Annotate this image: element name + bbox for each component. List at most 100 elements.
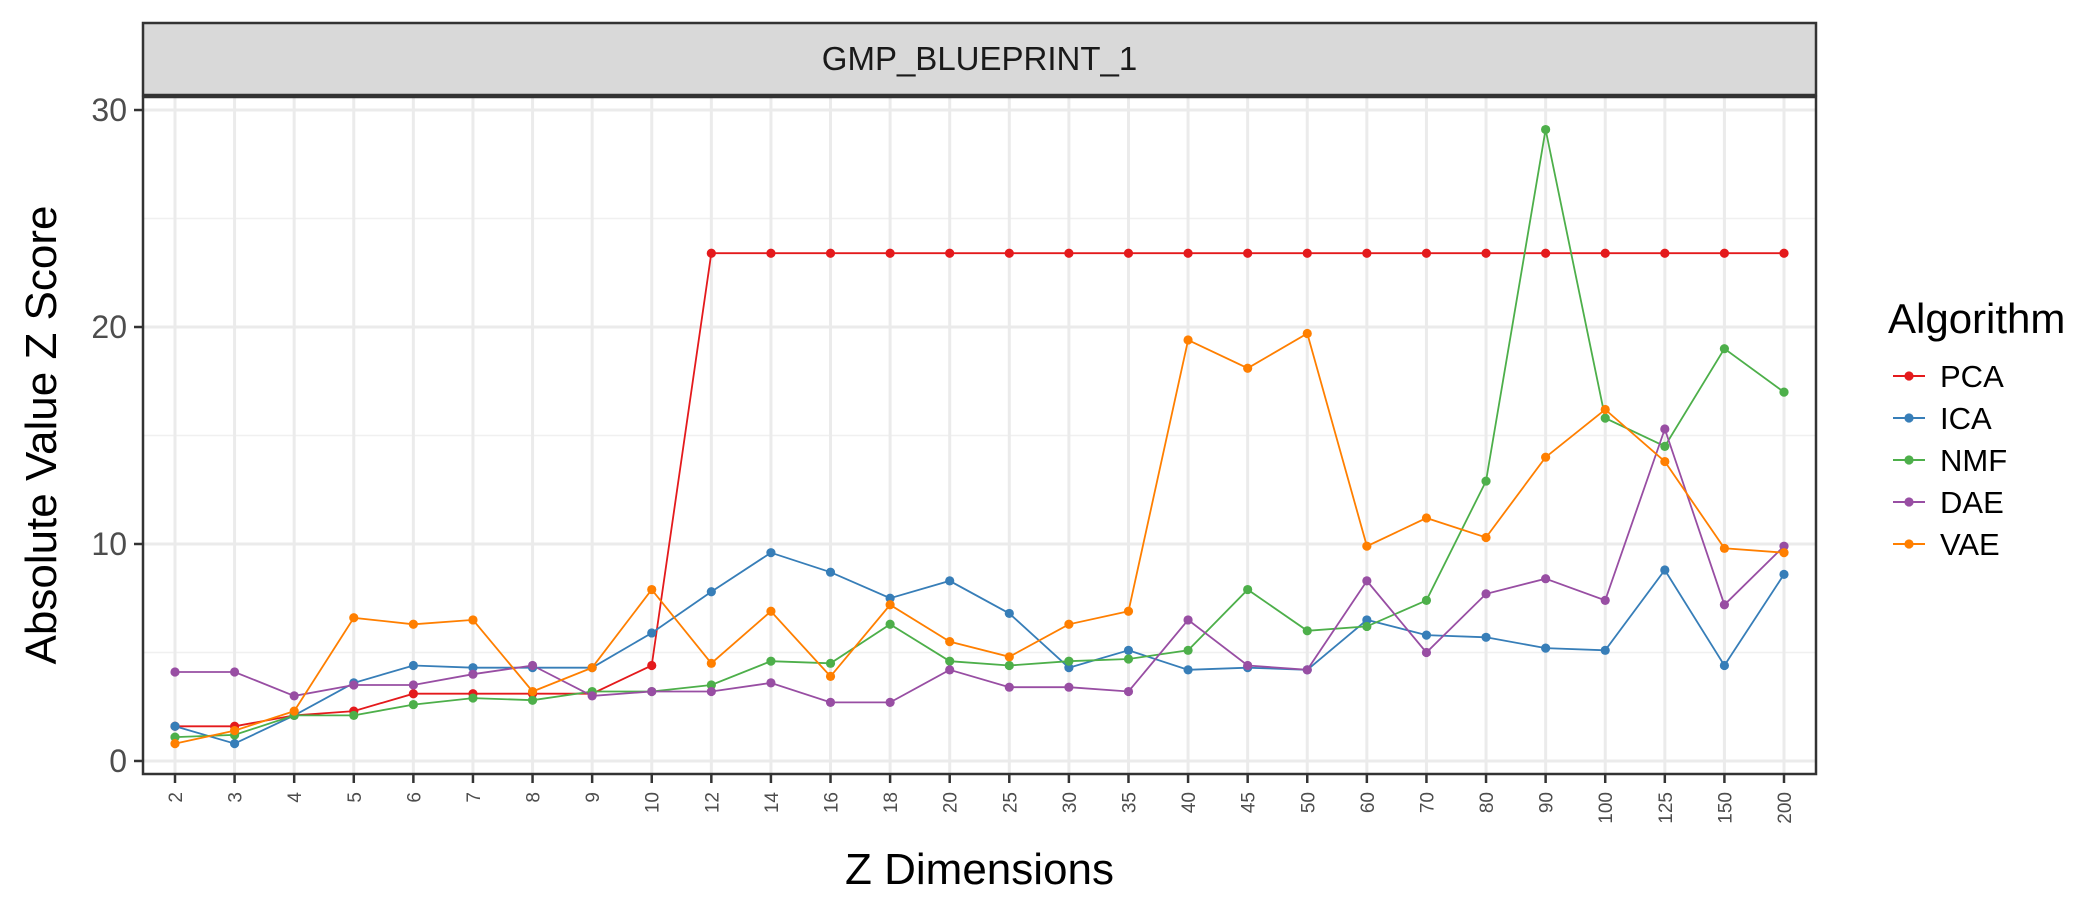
data-point-nmf bbox=[527, 695, 538, 705]
x-tick-label: 14 bbox=[762, 792, 783, 814]
legend-key-point-dae bbox=[1904, 497, 1914, 507]
series-points bbox=[170, 124, 1789, 749]
data-point-ica bbox=[1183, 665, 1193, 675]
data-point-ica bbox=[1719, 660, 1730, 671]
data-point-dae bbox=[885, 697, 895, 707]
x-tick-label: 70 bbox=[1417, 792, 1438, 813]
data-point-nmf bbox=[170, 732, 180, 742]
data-point-nmf bbox=[945, 656, 955, 666]
y-tick-label: 0 bbox=[109, 743, 127, 779]
data-point-vae bbox=[647, 584, 657, 595]
x-tick-label: 5 bbox=[345, 792, 366, 803]
series-lines bbox=[174, 129, 1785, 745]
data-point-pca bbox=[1123, 248, 1134, 258]
data-point-dae bbox=[1004, 682, 1014, 692]
data-point-ica bbox=[766, 548, 776, 558]
data-point-dae bbox=[1302, 665, 1312, 675]
series-line-vae bbox=[174, 332, 1785, 745]
data-point-vae bbox=[945, 637, 955, 647]
data-point-vae bbox=[229, 726, 240, 736]
x-axis: 2 3 4 5 6 7 8 9 10 12 14 16 18 20 25 30 35 40 45 50 60 70 80 90… bbox=[166, 774, 1796, 824]
minor-gridlines bbox=[143, 217, 1816, 654]
data-point-dae bbox=[1779, 541, 1789, 551]
data-point-pca bbox=[1779, 248, 1789, 258]
data-point-dae bbox=[1541, 574, 1551, 584]
x-tick-label: 18 bbox=[881, 792, 902, 813]
legend-key-point-vae bbox=[1904, 539, 1914, 549]
data-point-dae bbox=[1719, 600, 1730, 610]
data-point-nmf bbox=[349, 710, 359, 721]
series-line-dae bbox=[175, 426, 1785, 704]
data-point-dae bbox=[1481, 589, 1491, 599]
legend-label-pca: PCA bbox=[1940, 359, 2004, 394]
data-point-pca bbox=[408, 689, 418, 699]
data-point-nmf bbox=[1660, 441, 1670, 451]
data-point-pca bbox=[1243, 248, 1253, 258]
legend-label-nmf: NMF bbox=[1940, 443, 2007, 478]
data-point-nmf bbox=[885, 619, 895, 629]
x-tick-label: 12 bbox=[702, 792, 723, 813]
data-point-dae bbox=[1660, 424, 1670, 434]
data-point-ica bbox=[945, 576, 955, 586]
y-tick-label: 20 bbox=[91, 309, 127, 345]
data-point-pca bbox=[1183, 248, 1193, 258]
data-point-nmf bbox=[706, 680, 716, 690]
data-point-dae bbox=[408, 680, 418, 690]
x-tick-label: 9 bbox=[583, 792, 604, 803]
data-point-dae bbox=[1421, 647, 1432, 658]
data-point-vae bbox=[1481, 532, 1491, 543]
data-point-nmf bbox=[1719, 344, 1730, 354]
y-tick-label: 10 bbox=[91, 526, 127, 562]
data-point-ica bbox=[647, 628, 657, 638]
data-point-vae bbox=[170, 739, 180, 749]
data-point-nmf bbox=[1421, 595, 1432, 606]
x-tick-label: 16 bbox=[822, 792, 843, 813]
x-tick-label: 125 bbox=[1656, 792, 1677, 824]
data-point-pca bbox=[1600, 248, 1610, 258]
data-point-dae bbox=[289, 691, 299, 701]
data-point-ica bbox=[468, 663, 478, 673]
x-tick-label: 90 bbox=[1537, 792, 1558, 813]
data-point-vae bbox=[1123, 606, 1134, 616]
legend-key-point-nmf bbox=[1904, 455, 1914, 465]
data-point-vae bbox=[289, 706, 299, 716]
data-point-pca bbox=[1719, 248, 1730, 258]
legend-key-point-pca bbox=[1904, 371, 1914, 381]
series-line-nmf bbox=[174, 129, 1785, 738]
x-tick-label: 200 bbox=[1775, 792, 1796, 824]
data-point-ica bbox=[1660, 565, 1670, 575]
x-tick-label: 20 bbox=[941, 792, 962, 813]
data-point-pca bbox=[706, 248, 716, 258]
y-axis-title: Absolute Value Z Score bbox=[17, 206, 66, 665]
data-point-ica bbox=[170, 721, 180, 731]
legend-label-vae: VAE bbox=[1940, 527, 2000, 562]
data-point-pca bbox=[1481, 248, 1491, 258]
x-tick-label: 100 bbox=[1596, 792, 1617, 824]
data-point-dae bbox=[1362, 576, 1372, 586]
data-point-dae bbox=[229, 667, 240, 677]
x-tick-label: 30 bbox=[1060, 792, 1081, 813]
data-point-pca bbox=[1421, 248, 1432, 258]
legend-key-point-ica bbox=[1904, 413, 1914, 423]
data-point-pca bbox=[647, 660, 657, 671]
data-point-pca bbox=[1302, 248, 1312, 258]
x-tick-label: 80 bbox=[1477, 792, 1498, 813]
data-point-pca bbox=[825, 248, 836, 258]
data-point-pca bbox=[1064, 248, 1074, 258]
x-tick-label: 10 bbox=[643, 792, 664, 813]
data-point-ica bbox=[229, 739, 240, 749]
data-point-nmf bbox=[1123, 654, 1134, 664]
data-point-nmf bbox=[766, 656, 776, 666]
legend-title: Algorithm bbox=[1888, 295, 2065, 342]
data-point-nmf bbox=[1481, 476, 1491, 486]
data-point-nmf bbox=[408, 699, 418, 710]
data-point-pca bbox=[1660, 248, 1670, 258]
data-point-nmf bbox=[1362, 621, 1372, 632]
data-point-ica bbox=[408, 660, 418, 671]
facet-title: GMP_BLUEPRINT_1 bbox=[822, 40, 1137, 77]
data-point-vae bbox=[527, 686, 538, 697]
data-point-nmf bbox=[468, 693, 478, 703]
data-point-vae bbox=[1064, 619, 1074, 629]
data-point-vae bbox=[766, 606, 776, 616]
data-point-vae bbox=[1243, 363, 1253, 373]
